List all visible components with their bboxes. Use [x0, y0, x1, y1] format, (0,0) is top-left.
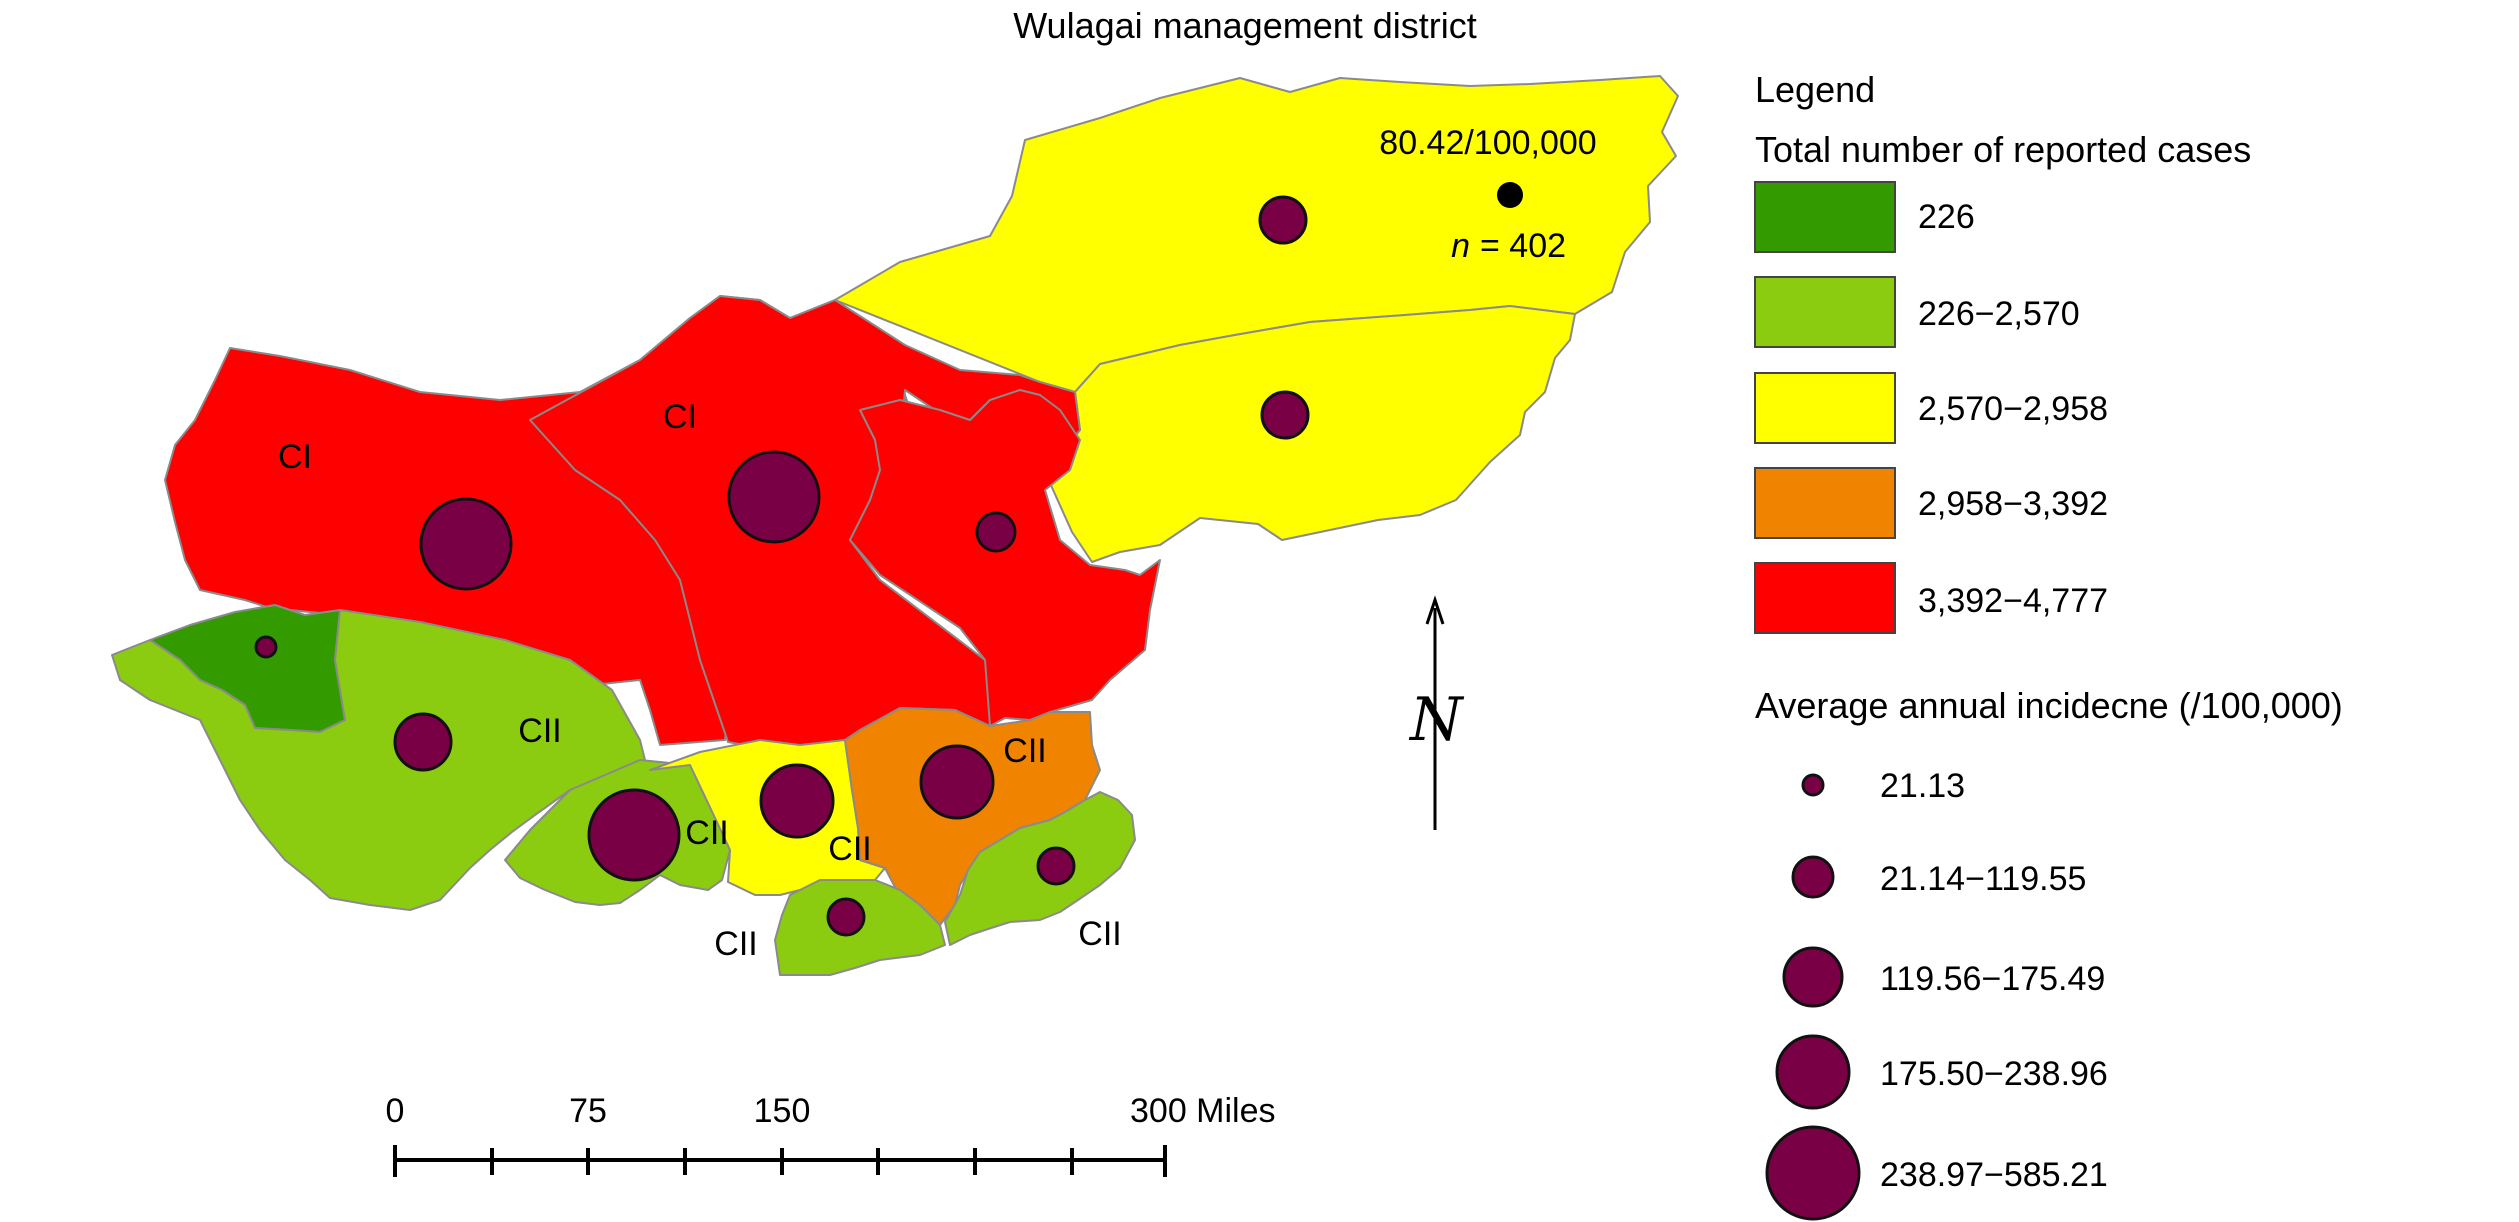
legend-incidence-marker [1791, 855, 1835, 899]
incidence-marker [254, 635, 278, 659]
incidence-marker [919, 744, 995, 820]
scale-bar: 0 75 150 300 Miles [386, 1092, 1276, 1177]
n-value: = 402 [1480, 227, 1566, 265]
scale-label: 150 [754, 1092, 811, 1130]
north-arrow-icon: N [1408, 595, 1465, 830]
legend-incidence-label: 238.97−585.21 [1880, 1156, 2108, 1194]
incidence-marker [759, 763, 835, 839]
incidence-marker [727, 450, 821, 544]
incidence-marker [1260, 390, 1310, 440]
legend-incidence-marker [1775, 1034, 1851, 1110]
region-label: CII [685, 814, 728, 852]
n-label: n [1451, 227, 1470, 265]
north-symbol: N [1408, 685, 1465, 755]
incidence-marker [587, 788, 681, 882]
legend-swatch [1754, 372, 1896, 444]
region-east-yellow [1044, 305, 1576, 563]
incidence-marker [419, 497, 513, 591]
legend-swatch [1754, 276, 1896, 348]
legend-case-label: 2,958−3,392 [1918, 485, 2108, 523]
legend-case-label: 226−2,570 [1918, 295, 2080, 333]
incidence-marker [1036, 846, 1076, 886]
scale-label: 300 Miles [1130, 1092, 1276, 1130]
legend-swatch [1754, 467, 1896, 539]
legend-incidence-label: 175.50−238.96 [1880, 1055, 2108, 1093]
legend-case-label: 226 [1918, 198, 1975, 236]
incidence-marker [393, 712, 453, 772]
scale-label: 0 [386, 1092, 405, 1130]
region-label: CI [278, 438, 312, 476]
legend: Legend Total number of reported cases 22… [1754, 69, 2343, 1221]
scale-label: 75 [569, 1092, 607, 1130]
legend-incidence-label: 119.56−175.49 [1880, 960, 2105, 998]
legend-swatch [1754, 181, 1896, 253]
legend-case-label: 2,570−2,958 [1918, 390, 2108, 428]
legend-case-label: 3,392−4,777 [1918, 582, 2108, 620]
legend-incidence-marker [1801, 773, 1825, 797]
incidence-marker [826, 897, 866, 937]
legend-swatch [1754, 562, 1896, 634]
region-label: CII [518, 712, 561, 750]
legend-incidence-label: 21.13 [1880, 767, 1965, 805]
region-labels: CI CI CII CII CII CII CII CII [278, 398, 1122, 963]
incidence-marker [975, 511, 1017, 553]
legend-cases-title: Total number of reported cases [1755, 129, 2251, 170]
map-title: Wulagai management district [1013, 5, 1477, 46]
legend-title: Legend [1755, 69, 1875, 110]
region-label: CII [1078, 915, 1121, 953]
legend-incidence-marker [1765, 1125, 1861, 1221]
incidence-markers [254, 195, 1310, 937]
region-label: CI [663, 398, 697, 436]
region-label: CII [1003, 732, 1046, 770]
incidence-annotation: 80.42/100,000 [1379, 124, 1596, 162]
region-label: CII [714, 925, 757, 963]
incidence-marker [1258, 195, 1308, 245]
annotation-dot [1497, 182, 1523, 208]
legend-incidence-label: 21.14−119.55 [1880, 860, 2086, 898]
region-east-red [849, 389, 1161, 727]
region-label: CII [828, 830, 871, 868]
legend-incidence-title: Average annual incidecne (/100,000) [1755, 685, 2343, 726]
legend-incidence-marker [1782, 946, 1844, 1008]
regions [111, 75, 1679, 976]
